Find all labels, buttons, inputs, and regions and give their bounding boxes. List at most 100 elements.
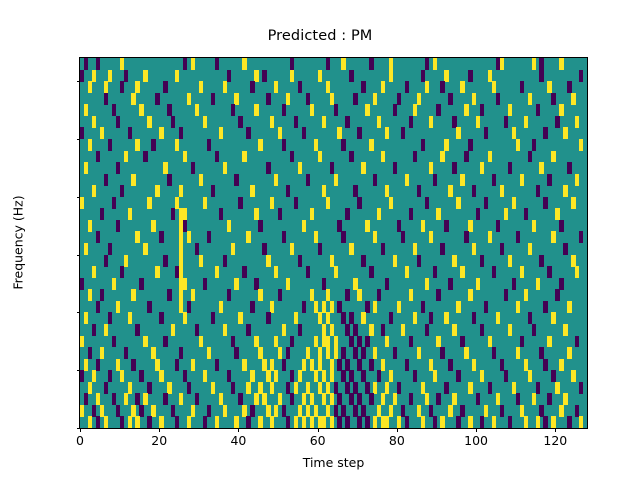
heatmap-cell bbox=[432, 266, 437, 279]
heatmap-cell bbox=[404, 81, 410, 94]
heatmap-cell bbox=[373, 92, 378, 105]
heatmap-cell bbox=[317, 358, 323, 371]
heatmap-cell bbox=[179, 289, 184, 302]
heatmap-cell bbox=[234, 416, 239, 428]
heatmap-cell bbox=[242, 404, 247, 417]
heatmap-cell bbox=[131, 173, 136, 186]
heatmap-cell bbox=[222, 323, 227, 336]
heatmap-cell bbox=[400, 127, 406, 140]
heatmap-cell bbox=[103, 173, 109, 186]
heatmap-cell bbox=[507, 323, 513, 336]
heatmap-cell bbox=[254, 335, 259, 348]
heatmap-cell bbox=[230, 335, 235, 348]
heatmap-cell bbox=[262, 69, 267, 82]
heatmap-cell bbox=[186, 231, 192, 244]
heatmap-cell bbox=[289, 370, 295, 383]
heatmap-cell bbox=[131, 92, 136, 105]
heatmap-cell bbox=[365, 300, 370, 313]
heatmap-cell bbox=[210, 92, 216, 105]
heatmap-cell bbox=[270, 115, 275, 128]
heatmap-cell bbox=[535, 381, 540, 394]
heatmap-cell bbox=[341, 312, 346, 325]
x-tick-mark bbox=[476, 428, 478, 432]
heatmap-cell bbox=[111, 335, 117, 348]
heatmap-cell bbox=[218, 393, 223, 406]
heatmap-cell bbox=[179, 127, 184, 140]
heatmap-cell bbox=[412, 370, 418, 383]
heatmap-cell bbox=[579, 231, 584, 244]
heatmap-cell bbox=[321, 370, 326, 383]
heatmap-cell bbox=[305, 266, 311, 279]
heatmap-cell bbox=[99, 127, 105, 140]
heatmap-cell bbox=[511, 196, 517, 209]
heatmap-cell bbox=[87, 289, 93, 302]
heatmap-cell bbox=[179, 347, 184, 360]
heatmap-cell bbox=[250, 81, 255, 94]
heatmap-cell bbox=[91, 370, 97, 383]
heatmap-cell bbox=[535, 185, 540, 198]
heatmap-cell bbox=[285, 381, 291, 394]
heatmap-cell bbox=[143, 69, 148, 82]
heatmap-cell bbox=[341, 231, 346, 244]
heatmap-cell bbox=[202, 277, 208, 290]
y-tick-mark bbox=[76, 312, 80, 314]
x-tick-label: 20 bbox=[151, 433, 168, 448]
heatmap-cell bbox=[258, 219, 263, 232]
heatmap-cell bbox=[341, 347, 346, 360]
heatmap-cell bbox=[202, 196, 208, 209]
heatmap-cell bbox=[353, 92, 358, 105]
heatmap-cell bbox=[384, 381, 390, 394]
heatmap-cell bbox=[285, 347, 291, 360]
heatmap-cell bbox=[381, 323, 386, 336]
heatmap-cell bbox=[511, 381, 517, 394]
heatmap-cell bbox=[139, 277, 144, 290]
heatmap-cell bbox=[266, 162, 271, 175]
heatmap-cell bbox=[539, 162, 544, 175]
heatmap-cell bbox=[440, 243, 445, 255]
heatmap-cell bbox=[297, 323, 303, 336]
y-tick-mark bbox=[76, 81, 80, 83]
heatmap-cell bbox=[167, 381, 172, 394]
heatmap-cell bbox=[179, 254, 184, 267]
heatmap-cell bbox=[167, 104, 172, 117]
heatmap-cell bbox=[151, 347, 156, 360]
x-tick-label: 100 bbox=[464, 433, 489, 448]
heatmap-cell bbox=[559, 358, 564, 371]
heatmap-cell bbox=[293, 381, 299, 394]
heatmap-cell bbox=[519, 173, 525, 186]
heatmap-cell bbox=[396, 381, 402, 394]
heatmap-cell bbox=[175, 196, 180, 209]
heatmap-cell bbox=[270, 381, 275, 394]
heatmap-cell bbox=[270, 358, 275, 371]
heatmap-cell bbox=[325, 289, 330, 302]
heatmap-cell bbox=[321, 416, 326, 428]
heatmap-cell bbox=[305, 404, 311, 417]
heatmap-cell bbox=[436, 208, 441, 221]
heatmap-cell bbox=[250, 370, 255, 383]
heatmap-cell bbox=[171, 323, 176, 336]
heatmap-cell bbox=[159, 416, 164, 428]
heatmap-cell bbox=[448, 358, 453, 371]
heatmap-cell bbox=[123, 347, 128, 360]
heatmap-cell bbox=[254, 104, 259, 117]
x-tick-mark bbox=[238, 428, 240, 432]
heatmap-cell bbox=[182, 208, 188, 221]
heatmap-cell bbox=[127, 127, 132, 140]
heatmap-cell bbox=[503, 115, 509, 128]
heatmap-cell bbox=[539, 58, 544, 70]
heatmap-cell bbox=[186, 92, 192, 105]
heatmap-cell bbox=[408, 289, 414, 302]
heatmap-cell bbox=[282, 404, 287, 417]
heatmap-cell bbox=[135, 231, 140, 244]
heatmap-cell bbox=[456, 196, 461, 209]
heatmap-cell bbox=[155, 185, 160, 198]
heatmap-cell bbox=[139, 404, 144, 417]
heatmap-cell bbox=[135, 393, 140, 406]
heatmap-axes: Frequency (Hz) Time step 020000400006000… bbox=[11, 57, 588, 470]
heatmap-cell bbox=[559, 219, 564, 232]
heatmap-cell bbox=[305, 173, 311, 186]
heatmap-cell bbox=[297, 404, 303, 417]
heatmap-cell bbox=[317, 347, 323, 360]
heatmap-cell bbox=[543, 300, 548, 313]
heatmap-cell bbox=[424, 81, 429, 94]
